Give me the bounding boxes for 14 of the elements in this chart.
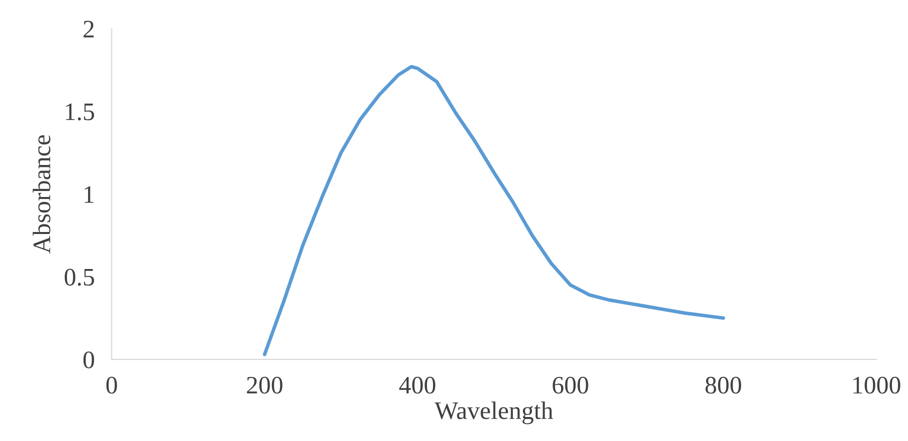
y-tick-label: 2 bbox=[84, 20, 94, 38]
x-tick-label: 0 bbox=[106, 376, 117, 394]
x-axis-title: Wavelength bbox=[434, 402, 554, 424]
line-series bbox=[262, 64, 726, 356]
x-tick-label: 200 bbox=[246, 376, 282, 394]
y-tick-label: 0 bbox=[83, 351, 94, 368]
x-tick-label: 400 bbox=[399, 376, 436, 394]
y-tick-label: 1.5 bbox=[66, 104, 94, 120]
y-axis-title: Absorbance bbox=[32, 135, 50, 254]
x-tick-label: 1000 bbox=[853, 376, 900, 394]
x-tick-label: 800 bbox=[706, 376, 742, 394]
y-tick-label: 1 bbox=[84, 186, 94, 203]
x-tick-label: 600 bbox=[552, 376, 588, 394]
y-tick-label: 0.5 bbox=[64, 268, 94, 286]
